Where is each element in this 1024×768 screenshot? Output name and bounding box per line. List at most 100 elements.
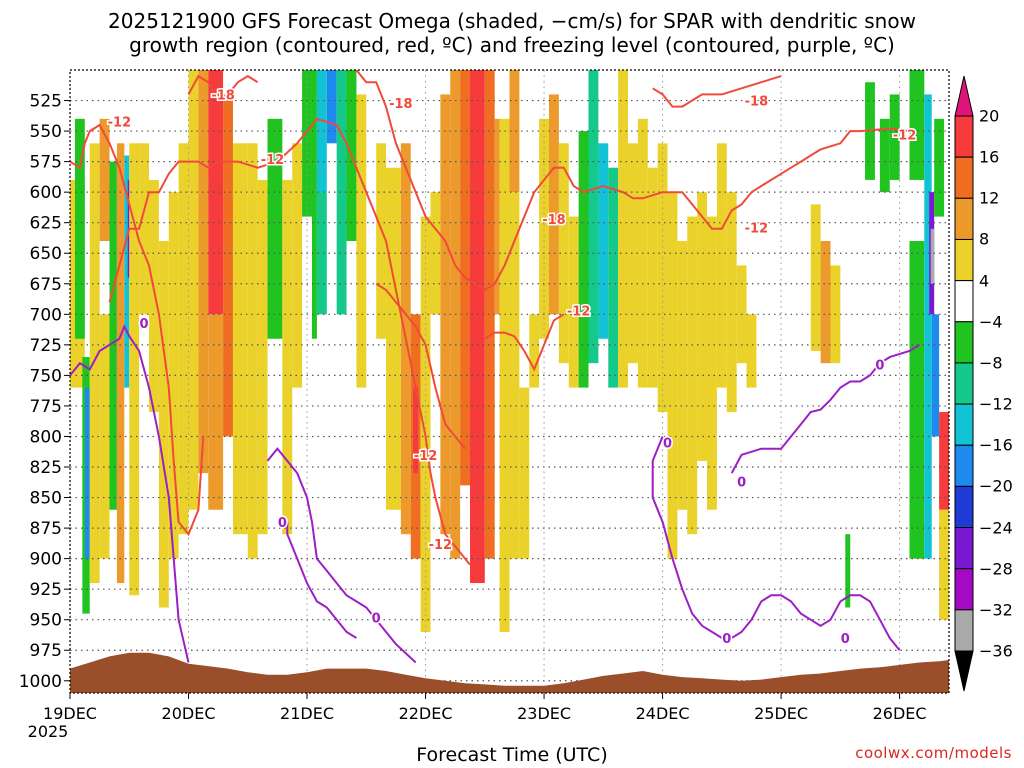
chart-title-line-2: growth region (contoured, red, ºC) and f… (129, 33, 895, 57)
omega-cell (618, 70, 629, 388)
contour-label: -12 (745, 222, 769, 237)
dgz-contour-line (355, 70, 910, 292)
omega-cell (124, 155, 130, 388)
omega-cell (608, 167, 619, 388)
y-tick-label: 700 (30, 305, 62, 325)
x-axis-year-label: 2025 (27, 722, 69, 741)
y-tick-label: 1000 (19, 672, 62, 692)
colorbar-label: −32 (979, 600, 1013, 620)
y-tick-label: 725 (30, 336, 62, 356)
x-tick-label: 22DEC (398, 704, 453, 723)
contour-label: -18 (542, 213, 566, 228)
dgz-contour-line (108, 117, 471, 566)
freezing-level-contour-line (651, 436, 901, 651)
colorbar-bin (954, 197, 974, 240)
omega-cell (909, 70, 925, 180)
contour-label: 0 (663, 437, 672, 452)
contour-label: -12 (414, 449, 438, 464)
dgz-contour-line (70, 123, 205, 537)
omega-cell (430, 192, 441, 315)
y-tick-label: 850 (30, 489, 62, 509)
freezing-level-contour-line (70, 324, 190, 663)
x-tick-label: 20DEC (161, 704, 216, 723)
omega-cell (99, 118, 110, 242)
omega-cell (889, 94, 900, 180)
dgz-contour-line (187, 74, 259, 102)
omega-cell (494, 118, 500, 315)
omega-cell (316, 192, 327, 315)
omega-cell (598, 143, 609, 339)
plot-frame (69, 69, 950, 694)
omega-cell (697, 192, 708, 461)
contour-label: 0 (737, 476, 746, 491)
omega-cell (89, 143, 100, 584)
omega-cell (628, 143, 638, 364)
chart-title-line-1: 2025121900 GFS Forecast Omega (shaded, −… (108, 9, 916, 33)
omega-cell (879, 118, 890, 193)
plot-layer: -12 -18 -12 -18 -18 -12 -12 -12 -18 -12 -12 0 0 0 0 0 0 0… (70, 70, 949, 693)
omega-cell (356, 94, 367, 388)
colorbar-label: −36 (979, 641, 1013, 661)
y-tick-label: 975 (30, 641, 62, 661)
freezing-level-contour-line (266, 447, 417, 664)
omega-cell (257, 179, 268, 535)
colorbar-bin (954, 115, 974, 158)
colorbar-bin (954, 362, 974, 405)
omega-cell (820, 241, 831, 364)
x-tick-label: 24DEC (635, 704, 690, 723)
omega-cell (158, 241, 169, 608)
omega-cell (810, 204, 821, 351)
y-tick-label: 775 (30, 397, 62, 417)
omega-cell (386, 167, 401, 510)
omega-cell (302, 70, 312, 217)
omega-cell (247, 143, 258, 559)
y-tick-label: 825 (30, 458, 62, 478)
x-tick-label: 19DEC (43, 704, 97, 723)
colorbar-bin (954, 403, 974, 446)
colorbar-label: 16 (979, 147, 1000, 167)
y-tick-label: 875 (30, 519, 62, 539)
colorbar-label: 12 (979, 188, 1000, 208)
contour-label: 0 (722, 632, 731, 647)
contour-label: -12 (567, 305, 591, 320)
contour-label: 0 (372, 611, 381, 626)
omega-cell (267, 118, 283, 339)
source-credit[interactable]: coolwx.com/models (855, 744, 1012, 762)
omega-cell (939, 509, 949, 620)
omega-cell (316, 70, 327, 193)
omega-cell (223, 94, 233, 437)
omega-cell (588, 70, 599, 364)
omega-cell (469, 70, 485, 584)
y-tick-label: 750 (30, 366, 62, 386)
omega-cell (677, 241, 688, 510)
contour-label: 0 (841, 632, 850, 647)
dgz-contour-line (375, 282, 466, 450)
omega-cell (420, 216, 431, 632)
y-tick-label: 575 (30, 153, 62, 173)
omega-cell (188, 70, 199, 510)
omega-cell (376, 143, 387, 339)
x-tick-label: 25DEC (754, 704, 809, 723)
colorbar-label: −8 (979, 353, 1003, 373)
omega-cell (109, 161, 117, 510)
omega-cell (667, 192, 678, 559)
omega-cell (845, 534, 851, 608)
colorbar-bin (954, 280, 974, 323)
contour-label: -18 (389, 97, 413, 112)
colorbar-bin (954, 156, 974, 199)
omega-cell (529, 314, 540, 388)
colorbar-label: −4 (979, 312, 1003, 332)
y-tick-label: 600 (30, 183, 62, 203)
freezing-level-contour-line (730, 344, 920, 474)
contour-label: 0 (875, 358, 884, 373)
omega-cell (413, 387, 419, 474)
colorbar-label: −16 (979, 435, 1013, 455)
y-tick-label: 650 (30, 244, 62, 264)
colorbar-bin (954, 485, 974, 529)
colorbar-bin (954, 321, 974, 364)
dgz-contour-line (484, 313, 565, 372)
colorbar-label: 20 (979, 106, 1000, 126)
colorbar-over-triangle (954, 75, 974, 117)
y-tick-label: 900 (30, 550, 62, 570)
omega-cell (931, 314, 940, 437)
